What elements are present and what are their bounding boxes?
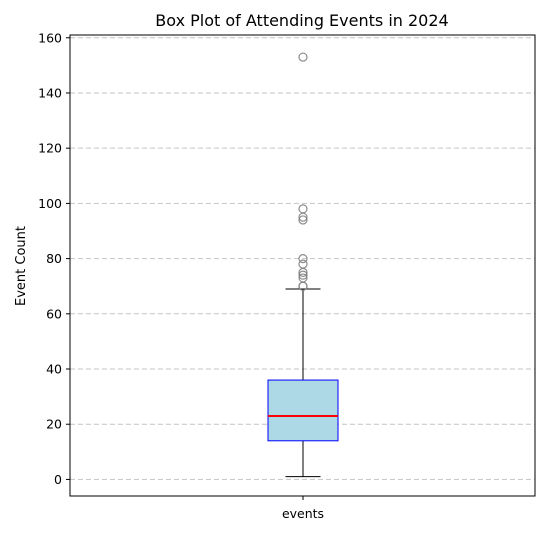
y-tick-label: 100 <box>38 196 62 211</box>
y-tick-label: 0 <box>54 472 62 487</box>
outlier-point <box>298 253 308 264</box>
plot-frame <box>69 34 536 497</box>
outlier-layer <box>298 52 308 291</box>
y-axis-label: Event Count <box>14 226 29 306</box>
y-tick-label: 20 <box>46 417 62 432</box>
outlier-point <box>298 204 308 214</box>
y-tick-label: 140 <box>38 85 62 100</box>
outlier-point <box>298 270 308 280</box>
y-tick-label: 60 <box>46 306 62 321</box>
y-tick-label: 160 <box>38 30 62 45</box>
box-layer <box>267 288 339 478</box>
outlier-point <box>298 259 308 269</box>
y-tick-label: 40 <box>46 362 62 377</box>
y-tick-label: 120 <box>38 141 62 156</box>
axis-layer: 0 20 40 60 80 100 120 140 160 events <box>38 30 536 521</box>
outlier-point <box>298 215 308 225</box>
outlier-point <box>298 52 308 62</box>
chart-title: Box Plot of Attending Events in 2024 <box>155 11 448 30</box>
y-tick-label: 80 <box>46 251 62 266</box>
iqr-box <box>267 379 339 442</box>
outlier-point <box>298 273 308 283</box>
x-tick-label: events <box>282 506 324 521</box>
